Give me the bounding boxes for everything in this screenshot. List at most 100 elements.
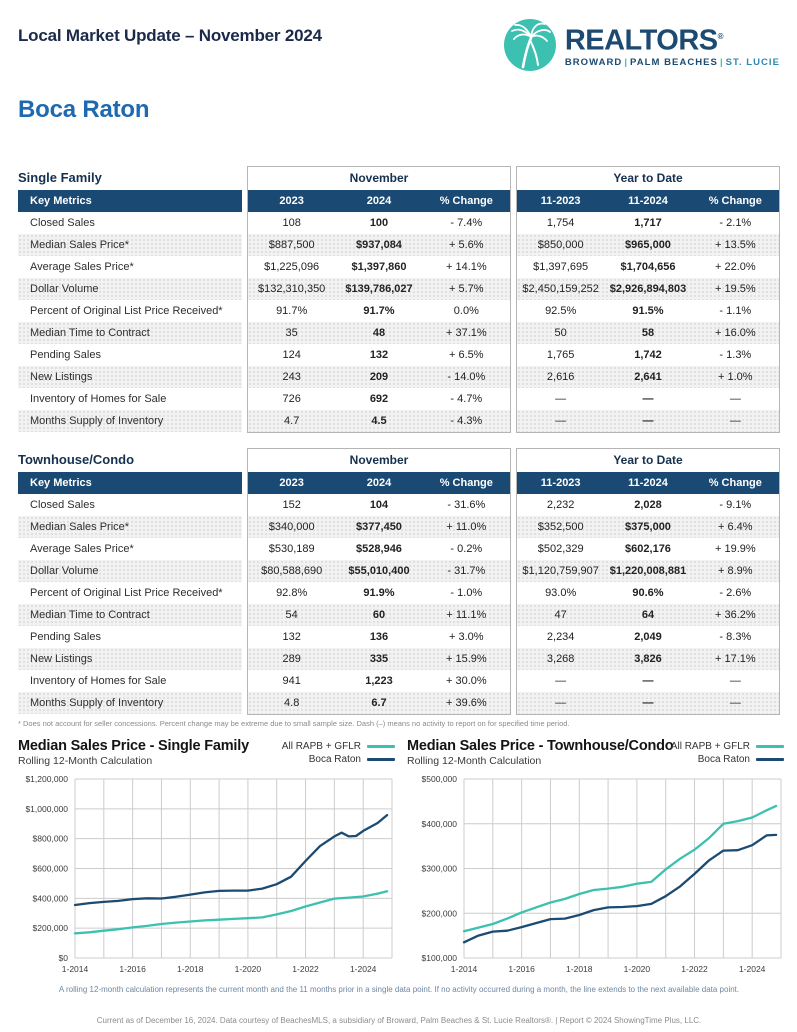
table-cell: 4.5: [371, 415, 387, 427]
column-header: 11-2023: [517, 190, 605, 212]
table-cell: 6.7: [371, 697, 387, 709]
table-cell: $1,397,860: [351, 261, 407, 273]
table-row: $850,000 $965,000 + 13.5%: [517, 234, 779, 256]
metric-name: Average Sales Price*: [30, 261, 134, 273]
table-cell: —: [555, 393, 567, 405]
table-row: $530,189 $528,946 - 0.2%: [248, 538, 510, 560]
townhouse-condo-table: Townhouse/Condo Key Metrics Closed Sales Me…: [18, 448, 780, 715]
metric-name: Months Supply of Inventory: [18, 692, 242, 714]
metric-name: Average Sales Price*: [30, 543, 134, 555]
chart-canvas: $100,000 $200,000 $300,000 $400,000 $500,000…: [422, 774, 782, 974]
table-cell: 2,234: [546, 631, 575, 643]
column-header: 2024: [335, 190, 423, 212]
table-cell: 108: [282, 217, 301, 229]
november-group: November 2023 2024% Change 108 100 - 7.4% $887…: [247, 166, 511, 433]
column-header: % Change: [691, 472, 779, 494]
table-cell: $1,220,008,881: [609, 565, 687, 577]
legend-line-swatch: [756, 744, 784, 748]
table-cell: - 2.6%: [719, 587, 752, 599]
metric-name: New Listings: [18, 366, 242, 388]
table-row: 92.8% 91.9% - 1.0%: [248, 582, 510, 604]
table-cell: $55,010,400: [348, 565, 410, 577]
table-cell: —: [555, 675, 567, 687]
table-row: $2,450,159,252 $2,926,894,803 + 19.5%: [517, 278, 779, 300]
chart-subtitle: Rolling 12-Month Calculation: [407, 755, 542, 767]
metric-name: Median Time to Contract: [18, 322, 242, 344]
table-row: 3,268 3,826 + 17.1%: [517, 648, 779, 670]
column-header: 2024: [335, 472, 423, 494]
table-cell: - 2.1%: [719, 217, 752, 229]
table-cell: 91.5%: [632, 305, 664, 317]
column-header: % Change: [422, 190, 510, 212]
table-cell: 124: [282, 349, 301, 361]
group-title: November: [349, 453, 409, 467]
report-title: Local Market Update – November 2024: [18, 26, 322, 45]
table-cell: 132: [282, 631, 301, 643]
table-cell: 90.6%: [632, 587, 664, 599]
group-title: November: [349, 171, 409, 185]
metric-name: Dollar Volume: [18, 278, 242, 300]
table-cell: + 14.1%: [445, 261, 487, 273]
table-row: 91.7% 91.7% 0.0%: [248, 300, 510, 322]
column-header: 11-2024: [604, 472, 692, 494]
table-row: 1,765 1,742 - 1.3%: [517, 344, 779, 366]
svg-text:$200,000: $200,000: [33, 923, 69, 933]
table-cell: + 11.0%: [446, 521, 487, 533]
table-cell: 2,028: [634, 499, 662, 511]
table-row: — — —: [517, 410, 779, 432]
column-header: % Change: [691, 190, 779, 212]
legend-entry: All RAPB + GFLR: [282, 740, 395, 753]
table-row: $80,588,690 $55,010,400 - 31.7%: [248, 560, 510, 582]
table-cell: 1,754: [546, 217, 575, 229]
svg-text:1-2014: 1-2014: [62, 964, 89, 974]
table-cell: $352,500: [537, 521, 584, 533]
table-cell: —: [555, 415, 567, 427]
table-cell: 58: [641, 327, 655, 339]
table-row: 726 692 - 4.7%: [248, 388, 510, 410]
table-row: 108 100 - 7.4%: [248, 212, 510, 234]
table-cell: —: [642, 415, 654, 427]
chart-subtitle: Rolling 12-Month Calculation: [18, 755, 153, 767]
table-cell: + 22.0%: [714, 261, 756, 273]
table-cell: 136: [369, 631, 389, 643]
table-row: $132,310,350 $139,786,027 + 5.7%: [248, 278, 510, 300]
table-cell: - 4.3%: [450, 415, 483, 427]
table-row: — — —: [517, 670, 779, 692]
column-header: 11-2023: [517, 472, 605, 494]
table-cell: - 9.1%: [719, 499, 752, 511]
legend-entry: All RAPB + GFLR: [671, 740, 784, 753]
table-cell: + 5.6%: [449, 239, 484, 251]
table-cell: —: [642, 675, 654, 687]
table-cell: 92.5%: [545, 305, 577, 317]
legend-line-swatch: [367, 744, 395, 748]
table-cell: + 3.0%: [449, 631, 484, 643]
table-cell: 91.9%: [363, 587, 395, 599]
table-cell: + 6.5%: [449, 349, 484, 361]
table-cell: 243: [282, 371, 301, 383]
table-cell: —: [729, 393, 741, 405]
table-cell: + 6.4%: [718, 521, 753, 533]
table-cell: 941: [282, 675, 301, 687]
header-row: 11-2023 11-2024% Change: [517, 472, 779, 494]
table-cell: $530,189: [268, 543, 315, 555]
legend-entry: Boca Raton: [282, 753, 395, 766]
table-cell: - 31.6%: [447, 499, 486, 511]
svg-text:1-2020: 1-2020: [235, 964, 262, 974]
table-cell: 1,717: [634, 217, 662, 229]
table-cell: 60: [372, 609, 386, 621]
table-cell: - 7.4%: [450, 217, 483, 229]
column-header: 2023: [248, 190, 336, 212]
chart-title: Median Sales Price - Single Family: [18, 738, 249, 754]
logo-brand: REALTORS®: [564, 24, 724, 57]
legend-entry: Boca Raton: [671, 753, 784, 766]
metric-name: Closed Sales: [30, 217, 95, 229]
table-cell: - 1.3%: [719, 349, 752, 361]
realtors-logo: REALTORS® BROWARD | PALM BEACHES | ST. LUCIE: [503, 18, 780, 72]
svg-text:$300,000: $300,000: [422, 864, 458, 874]
table-cell: 289: [282, 653, 301, 665]
svg-text:$200,000: $200,000: [422, 908, 458, 918]
column-header: 11-2024: [604, 190, 692, 212]
table-cell: + 8.9%: [718, 565, 753, 577]
table-row: 2,232 2,028 - 9.1%: [517, 494, 779, 516]
table-cell: 0.0%: [453, 305, 479, 317]
